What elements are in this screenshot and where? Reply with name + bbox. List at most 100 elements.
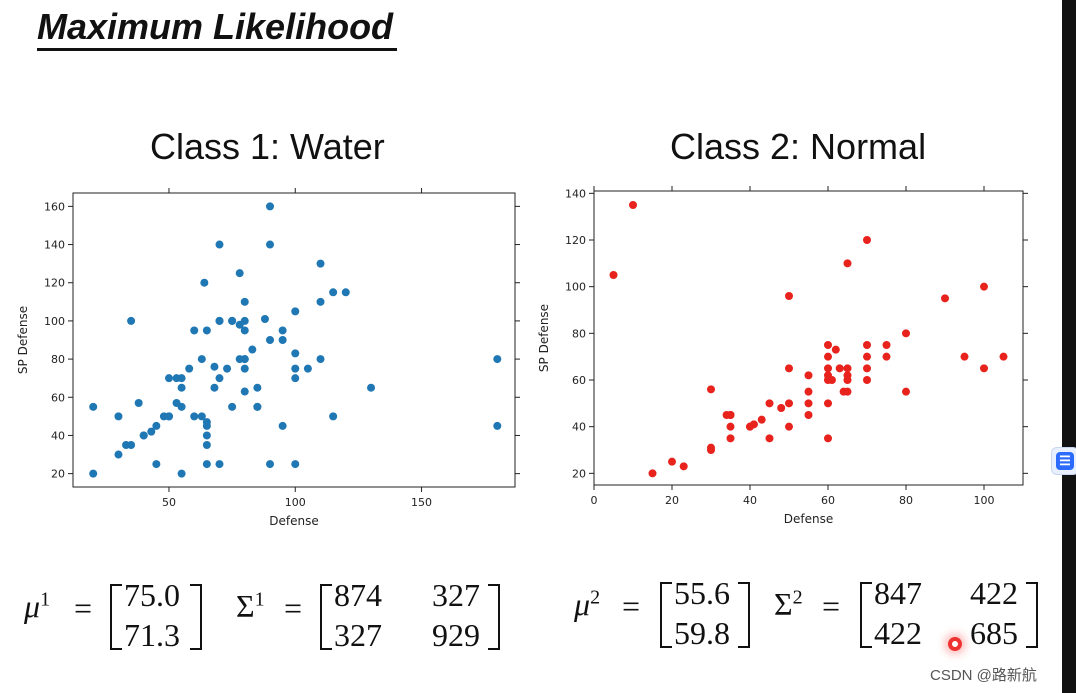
side-toolbar-button[interactable]: ☰ bbox=[1051, 447, 1076, 475]
y-tick-label: 80 bbox=[572, 327, 586, 340]
x-tick-label: 20 bbox=[665, 494, 679, 507]
data-point bbox=[200, 278, 209, 287]
data-point bbox=[152, 421, 161, 430]
data-point bbox=[765, 399, 774, 408]
plot-frame bbox=[593, 190, 1024, 486]
mu1-left-bracket bbox=[110, 584, 122, 650]
data-point bbox=[629, 201, 637, 209]
sigma2-right-bracket bbox=[1026, 582, 1038, 648]
x-tick-label: 0 bbox=[591, 494, 598, 507]
sigma2-cell-22: 685 bbox=[970, 615, 1018, 651]
data-point bbox=[248, 345, 257, 354]
y-axis-label: SP Defense bbox=[16, 306, 30, 374]
mu2-value-2: 59.8 bbox=[674, 615, 730, 651]
data-point bbox=[215, 460, 224, 469]
class1-title: Class 1: Water bbox=[150, 126, 385, 167]
data-point bbox=[210, 362, 219, 371]
mu2-left-bracket bbox=[660, 582, 672, 648]
mu2-value-1: 55.6 bbox=[674, 575, 730, 611]
data-point bbox=[177, 402, 186, 411]
y-axis-label: SP Defense bbox=[537, 304, 551, 372]
data-point bbox=[215, 240, 224, 249]
data-point bbox=[785, 422, 793, 431]
x-axis-label: Defense bbox=[784, 512, 833, 526]
data-point bbox=[190, 412, 199, 421]
data-point bbox=[266, 336, 275, 344]
data-point bbox=[749, 420, 758, 429]
data-point bbox=[147, 427, 156, 436]
data-point bbox=[139, 431, 148, 440]
y-tick-label: 20 bbox=[572, 467, 586, 480]
sigma2-left-bracket bbox=[860, 582, 872, 648]
data-point bbox=[824, 399, 832, 408]
data-point bbox=[202, 431, 211, 440]
data-point bbox=[785, 292, 793, 300]
data-point bbox=[228, 402, 237, 411]
data-point bbox=[341, 288, 350, 297]
data-point bbox=[882, 352, 891, 361]
data-point bbox=[863, 352, 871, 361]
data-point bbox=[843, 259, 852, 268]
data-point bbox=[291, 349, 300, 358]
data-point bbox=[804, 399, 813, 408]
data-point bbox=[197, 355, 206, 364]
y-tick-label: 40 bbox=[572, 421, 586, 434]
data-point bbox=[804, 387, 813, 396]
y-tick-label: 120 bbox=[44, 277, 65, 290]
mu2-equals: = bbox=[622, 588, 641, 624]
data-point bbox=[902, 329, 910, 338]
data-point bbox=[329, 412, 338, 421]
data-point bbox=[609, 271, 618, 279]
y-tick-label: 20 bbox=[51, 468, 65, 481]
data-point bbox=[726, 434, 735, 443]
data-point bbox=[223, 364, 232, 373]
sigma2-cell-12: 422 bbox=[970, 575, 1018, 611]
data-point bbox=[329, 288, 338, 297]
data-point bbox=[493, 355, 502, 364]
data-point bbox=[804, 411, 813, 419]
sigma2-equals: = bbox=[822, 588, 841, 624]
x-tick-label: 50 bbox=[162, 496, 176, 509]
data-point bbox=[253, 402, 262, 411]
data-point bbox=[240, 387, 249, 396]
data-point bbox=[824, 352, 832, 361]
data-point bbox=[114, 412, 123, 421]
data-point bbox=[863, 364, 871, 373]
data-point bbox=[266, 460, 275, 469]
data-point bbox=[240, 316, 249, 325]
data-point bbox=[367, 383, 376, 392]
sigma1-cell-21: 327 bbox=[334, 617, 382, 653]
y-tick-label: 120 bbox=[565, 234, 586, 247]
data-point bbox=[240, 364, 249, 373]
y-tick-label: 40 bbox=[51, 429, 65, 442]
data-point bbox=[240, 326, 249, 335]
data-point bbox=[278, 421, 287, 430]
data-point bbox=[215, 374, 224, 383]
x-tick-label: 40 bbox=[743, 494, 757, 507]
data-point bbox=[707, 443, 715, 452]
data-point bbox=[824, 434, 832, 443]
slide-title: Maximum Likelihood bbox=[37, 6, 398, 51]
data-point bbox=[114, 450, 123, 459]
data-point bbox=[726, 422, 735, 431]
watermark: CSDN @路新航 bbox=[930, 667, 1037, 684]
y-tick-label: 80 bbox=[51, 353, 65, 366]
data-point bbox=[89, 402, 98, 411]
y-tick-label: 100 bbox=[44, 315, 65, 328]
y-tick-label: 160 bbox=[44, 200, 65, 213]
x-tick-label: 80 bbox=[899, 494, 913, 507]
data-point bbox=[235, 269, 244, 278]
data-point bbox=[185, 364, 194, 373]
class2-title: Class 2: Normal bbox=[670, 126, 927, 167]
data-point bbox=[835, 364, 844, 373]
data-point bbox=[316, 297, 325, 306]
mu2-right-bracket bbox=[738, 582, 750, 648]
data-point bbox=[291, 307, 300, 316]
data-point bbox=[164, 412, 173, 421]
sigma1-equals: = bbox=[284, 590, 303, 626]
data-point bbox=[785, 399, 793, 408]
mu1-right-bracket bbox=[190, 584, 202, 650]
data-point bbox=[648, 469, 657, 478]
chart-normal: 0 20 40 60 80 100 20 40 60 80 100 120 140 Defense SP D… bbox=[537, 186, 1028, 526]
y-tick-label: 100 bbox=[565, 281, 586, 294]
